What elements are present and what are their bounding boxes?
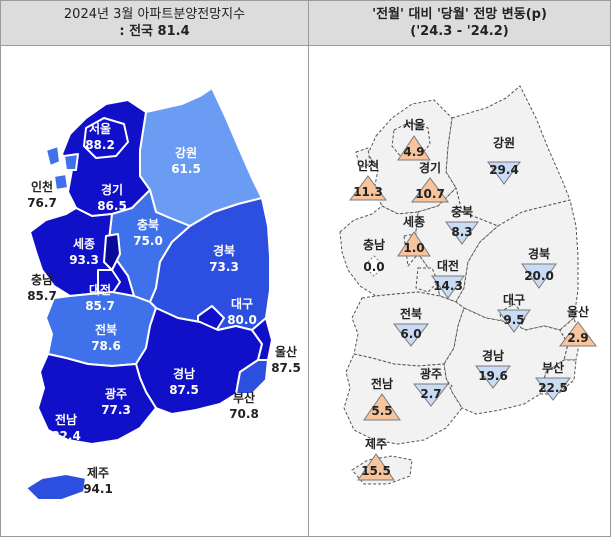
label-name-incheon: 인천 [31,179,53,194]
label-value-gyeonggi: 86.5 [97,199,127,213]
region-jeonnam [37,353,157,445]
right-title: '전월' 대비 '당월' 전망 변동(p) [372,7,547,22]
label-value-incheon: 76.7 [27,196,57,210]
label-name-jeonnam: 전남 [55,412,77,427]
label-name-jeju: 제주 [87,466,109,480]
label-value-gyeongbuk: 73.3 [209,260,239,274]
right-subtitle: ('24.3 - '24.2) [410,24,509,39]
label-value-gyeongnam: 87.5 [169,383,199,397]
region-seoul [83,117,129,159]
label-value-jeonnam: 82.4 [51,429,81,443]
label-value-gangwon: 61.5 [171,162,201,176]
label-value-seoul: 88.2 [85,138,115,152]
left-choropleth-map: 서울 88.2 인천 76.7 경기 86.5 강원 61.5 세종 93.3 … [25,87,301,501]
label-name-gangwon: 강원 [175,146,197,160]
region-daejeon [97,269,121,295]
left-subtitle: : 전국 81.4 [119,24,190,39]
label-name-sejong: 세종 [73,236,95,251]
left-map-labels: 서울 88.2 인천 76.7 경기 86.5 강원 61.5 세종 93.3 … [27,121,301,496]
label-name-jeonbuk: 전북 [95,322,117,337]
left-title: 2024년 3월 아파트분양전망지수 [63,7,246,22]
right-header: '전월' 대비 '당월' 전망 변동(p) ('24.3 - '24.2) [309,1,610,45]
label-value-busan: 70.8 [229,407,259,421]
left-header: 2024년 3월 아파트분양전망지수 : 전국 81.4 [1,1,308,45]
label-name-chungnam: 충남 [31,272,53,287]
label-value-sejong: 93.3 [69,253,99,267]
label-value-daejeon: 85.7 [85,299,115,313]
label-name-daejeon: 대전 [89,282,111,297]
label-name-chungbuk: 충북 [137,217,159,232]
label-value-jeju: 94.1 [83,482,113,496]
label-name-busan: 부산 [233,390,255,405]
label-value-chungnam: 85.7 [27,289,57,303]
label-value-chungbuk: 75.0 [133,234,163,248]
label-value-daegu: 80.0 [227,313,257,327]
label-name-ulsan: 울산 [275,344,297,359]
label-name-gyeongnam: 경남 [173,366,195,381]
region-incheon [45,145,79,191]
label-name-gyeongbuk: 경북 [213,244,235,258]
region-sejong [103,233,121,271]
label-name-gyeonggi: 경기 [101,182,123,197]
table-header: 2024년 3월 아파트분양전망지수 : 전국 81.4 '전월' 대비 '당월… [1,1,610,46]
column-divider [308,1,309,536]
region-jeju [25,473,87,501]
label-name-daegu: 대구 [231,297,253,311]
label-value-ulsan: 87.5 [271,361,301,375]
region-busan [235,359,269,395]
label-value-jeonbuk: 78.6 [91,339,121,353]
label-name-gwangju: 광주 [105,386,127,401]
label-name-seoul: 서울 [89,121,111,136]
label-value-gwangju: 77.3 [101,403,131,417]
